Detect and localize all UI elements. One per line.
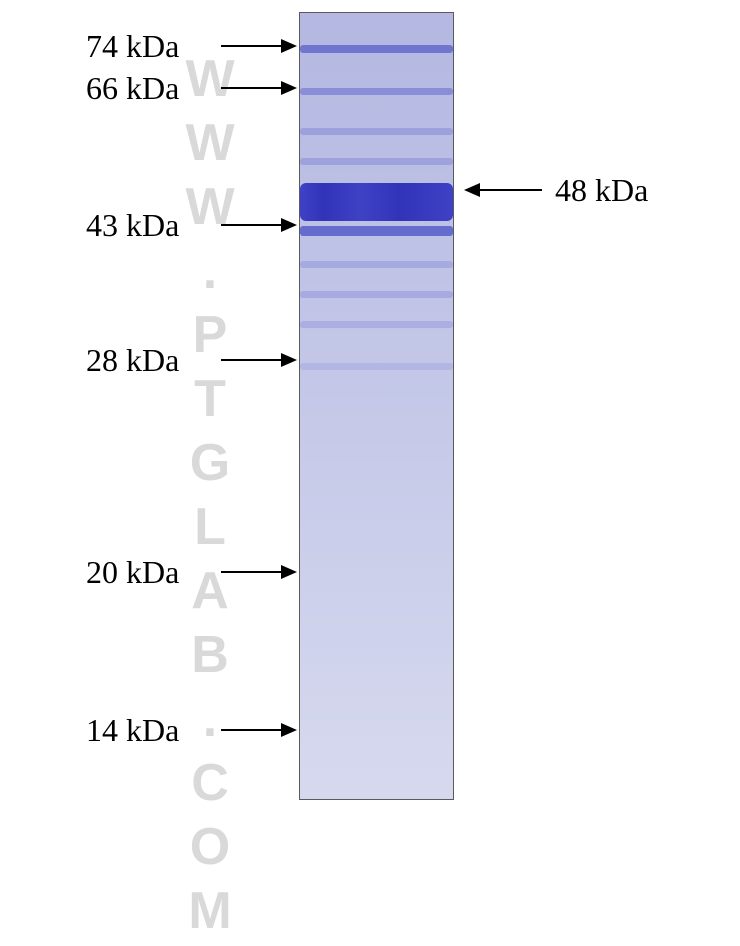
marker-label-left: 28 kDa [86,342,179,379]
marker-label-right: 48 kDa [555,172,648,209]
marker-arrow-left [464,183,542,197]
gel-band [300,363,453,370]
gel-band [300,158,453,165]
gel-band [300,88,453,95]
marker-arrow-right [221,218,297,232]
marker-label-left: 66 kDa [86,70,179,107]
marker-arrow-right [221,565,297,579]
gel-band [300,261,453,268]
marker-arrow-right [221,39,297,53]
marker-label-left: 74 kDa [86,28,179,65]
gel-band [300,291,453,298]
marker-label-left: 14 kDa [86,712,179,749]
gel-band [300,128,453,135]
gel-image-container: WWW.PTGLAB.COM 74 kDa66 kDa43 kDa28 kDa2… [0,0,740,816]
gel-band [300,45,453,53]
gel-band [300,183,453,221]
marker-label-left: 20 kDa [86,554,179,591]
marker-arrow-right [221,353,297,367]
marker-arrow-right [221,723,297,737]
gel-lane [299,12,454,800]
watermark-text: WWW.PTGLAB.COM [180,50,240,946]
gel-band [300,321,453,328]
marker-arrow-right [221,81,297,95]
gel-band [300,226,453,236]
marker-label-left: 43 kDa [86,207,179,244]
